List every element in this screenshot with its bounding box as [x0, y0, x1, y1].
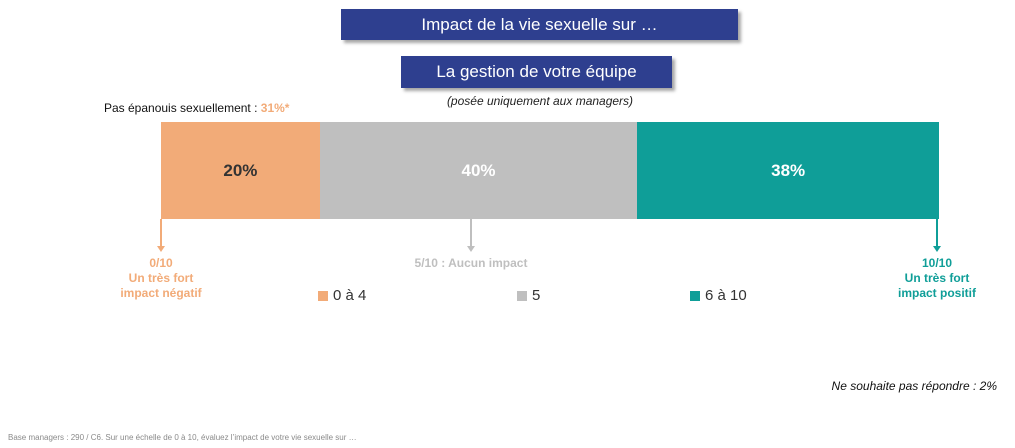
no-answer-note: Ne souhaite pas répondre : 2%	[831, 379, 997, 393]
scale-marker-label-line: 5/10 : Aucun impact	[414, 256, 528, 270]
scale-marker-arrow	[467, 246, 475, 252]
scale-marker-label-line: impact positif	[897, 286, 976, 300]
scale-marker-label-line: Un très fort	[128, 271, 194, 285]
bar-segment-0-4: 20%	[161, 122, 320, 219]
bar-segment-label: 38%	[771, 160, 806, 180]
legend-swatch	[517, 290, 527, 301]
scale-marker-label-line: 0/10	[149, 256, 173, 270]
unfulfilled-label: Pas épanouis sexuellement : 31%*	[104, 101, 289, 115]
footnote: Base managers : 290 / C6. Sur une échell…	[8, 433, 357, 442]
scale-marker-label: 10/10 Un très fort impact positif	[857, 256, 1015, 301]
legend-label: 6 à 10	[705, 287, 747, 304]
bar-segment-label: 20%	[223, 160, 258, 180]
legend: 0 à 4 5 6 à 10	[0, 287, 1015, 307]
scale-marker-label-line: 10/10	[921, 256, 953, 270]
legend-label: 0 à 4	[333, 287, 367, 304]
legend-item: 5	[517, 287, 540, 304]
scale-marker-label-line: Un très fort	[904, 271, 970, 285]
unfulfilled-value: 31%*	[260, 101, 290, 115]
scale-marker-label: 5/10 : Aucun impact	[391, 256, 551, 271]
bar-segment-label: 40%	[461, 160, 496, 180]
legend-swatch	[318, 290, 328, 301]
scale-marker-arrow	[157, 246, 165, 252]
legend-label: 5	[532, 287, 541, 304]
subtitle-note: (posée uniquement aux managers)	[446, 94, 634, 108]
chart-title: Impact de la vie sexuelle sur …	[341, 9, 738, 40]
unfulfilled-label-text: Pas épanouis sexuellement :	[104, 101, 261, 115]
scale-marker-arrow	[933, 246, 941, 252]
scale-marker-label: 0/10 Un très fort impact négatif	[81, 256, 241, 301]
bar-segment-5: 40%	[319, 122, 638, 219]
legend-item: 6 à 10	[690, 287, 747, 304]
scale-marker-label-line: impact négatif	[120, 286, 202, 300]
legend-item: 0 à 4	[318, 287, 366, 304]
chart-subtitle: La gestion de votre équipe	[401, 56, 672, 88]
stacked-bar: 20% 40% 38%	[161, 122, 939, 219]
bar-segment-6-10: 38%	[637, 122, 939, 219]
legend-swatch	[690, 290, 700, 301]
